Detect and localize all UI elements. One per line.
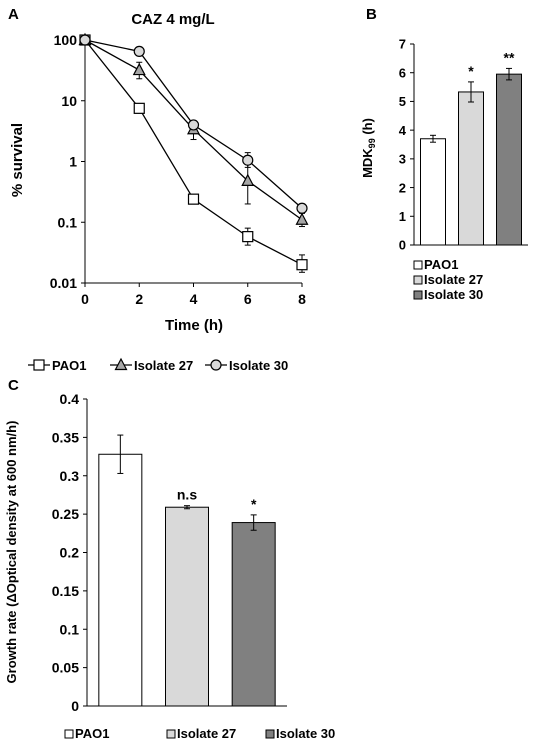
legend-label: Isolate 30: [424, 287, 483, 302]
x-tick-label: 0: [81, 291, 89, 307]
y-tick-label: 0.3: [60, 468, 80, 484]
panel-b-ylabel-main: MDK: [360, 148, 375, 178]
y-tick-label: 0.35: [52, 429, 79, 445]
legend-label: Isolate 27: [424, 272, 483, 287]
panel-b-ylabel-sub: 99: [367, 138, 377, 148]
y-tick-label: 7: [399, 37, 406, 52]
panel-a-xlabel: Time (h): [165, 317, 223, 334]
panel-b-ylabel-unit: (h): [360, 118, 375, 138]
panel-a-letter: A: [8, 6, 19, 23]
legend-marker-square: [33, 359, 45, 371]
y-tick-label: 0.2: [60, 545, 80, 561]
legend-label: PAO1: [52, 358, 86, 373]
legend-marker-circle: [210, 359, 222, 371]
point-pao1: [242, 231, 254, 243]
series-line-pao1: [84, 39, 303, 266]
panel-a-ylabel: % survival: [9, 123, 26, 197]
y-tick-label: 0.15: [52, 583, 79, 599]
legend-swatch: [166, 729, 176, 739]
point-isolate30: [133, 45, 145, 57]
panel-a-title: CAZ 4 mg/L: [131, 11, 214, 28]
bar-isolate-27: [458, 91, 484, 246]
y-tick-label: 4: [399, 123, 407, 138]
point-isolate30: [296, 202, 308, 214]
y-tick-label: 0.01: [50, 275, 77, 291]
panel-a-legend: PAO1 Isolate 27 Isolate 30: [28, 357, 288, 373]
point-isolate30: [79, 34, 91, 46]
point-isolate30: [187, 119, 200, 131]
y-tick-label: 5: [399, 94, 406, 109]
x-tick-label: 8: [298, 291, 306, 307]
y-tick-label: 0.1: [60, 621, 80, 637]
point-pao1: [187, 193, 200, 205]
legend-label: Isolate 30: [276, 726, 335, 741]
panel-c-ylabel: Growth rate (ΔOptical density at 600 nm/…: [4, 421, 19, 684]
bar-pao1: [420, 138, 446, 246]
legend-label: Isolate 27: [134, 358, 193, 373]
y-tick-label: 2: [399, 180, 406, 195]
panel-c-letter: C: [8, 377, 19, 394]
y-tick-label: 1: [399, 209, 406, 224]
point-pao1: [296, 259, 308, 271]
legend-swatch: [265, 729, 275, 739]
point-isolate27: [295, 212, 309, 225]
legend-swatch: [413, 290, 423, 300]
y-tick-label: 3: [399, 152, 406, 167]
panel-a-plot: 0.01 0.1 1 10 100 0 2 4 6 8: [50, 32, 309, 307]
bar-isolate-30: [231, 522, 276, 707]
legend-swatch: [413, 275, 423, 285]
significance-label: *: [251, 496, 257, 512]
y-tick-label: 6: [399, 65, 406, 80]
y-tick-label: 0.1: [58, 214, 78, 230]
significance-label: n.s: [177, 487, 197, 503]
x-tick-label: 4: [190, 291, 198, 307]
point-isolate27: [132, 62, 146, 76]
legend-swatch: [64, 729, 74, 739]
y-tick-label: 0: [71, 698, 79, 714]
bar-isolate-27: [165, 506, 209, 707]
panel-c-plot: 0 0.05 0.1 0.15 0.2 0.25 0.3 0.35 0.4 n.s *: [52, 391, 287, 714]
y-tick-label: 0.25: [52, 506, 79, 522]
significance-label: *: [468, 63, 474, 79]
x-tick-label: 2: [135, 291, 143, 307]
legend-label: PAO1: [424, 257, 458, 272]
legend-label: Isolate 27: [177, 726, 236, 741]
y-tick-label: 0: [399, 238, 406, 253]
bar-pao1: [98, 453, 143, 707]
y-tick-label: 1: [69, 154, 77, 170]
y-tick-label: 100: [54, 32, 78, 48]
bar-isolate-30: [496, 73, 522, 246]
point-pao1: [133, 102, 145, 114]
panel-b-ylabel: MDK99 (h): [360, 118, 377, 178]
point-isolate30: [242, 154, 254, 166]
panel-c-legend: PAO1 Isolate 27 Isolate 30: [64, 726, 335, 741]
legend-label: Isolate 30: [229, 358, 288, 373]
legend-marker-triangle: [114, 357, 128, 371]
panel-b-letter: B: [366, 6, 377, 23]
point-isolate27: [241, 173, 255, 186]
legend-label: PAO1: [75, 726, 109, 741]
y-tick-label: 0.05: [52, 660, 79, 676]
legend-swatch: [413, 260, 423, 270]
significance-label: **: [504, 49, 515, 65]
y-tick-label: 0.4: [60, 391, 80, 407]
y-tick-label: 10: [61, 93, 77, 109]
x-tick-label: 6: [244, 291, 252, 307]
